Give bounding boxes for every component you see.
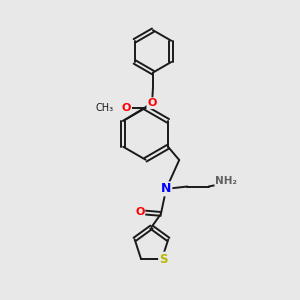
Text: CH₃: CH₃ (95, 103, 113, 113)
Text: O: O (122, 103, 131, 113)
Text: NH₂: NH₂ (215, 176, 237, 186)
Text: O: O (135, 207, 144, 218)
Text: N: N (161, 182, 171, 195)
Text: O: O (147, 98, 157, 108)
Text: S: S (159, 253, 168, 266)
